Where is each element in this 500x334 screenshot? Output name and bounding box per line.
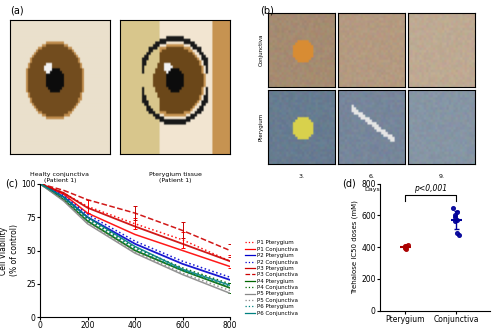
- Text: (c): (c): [5, 179, 18, 189]
- Point: [452, 213, 460, 218]
- Point: [452, 215, 460, 220]
- Text: (d): (d): [342, 179, 356, 189]
- Point: [401, 243, 409, 248]
- Text: Healty conjunctiva
(Patient 1): Healty conjunctiva (Patient 1): [30, 172, 90, 183]
- Text: (a): (a): [10, 5, 24, 15]
- Legend: P1 Pterygium, P1 Conjunctiva, P2 Pterygium, P2 Conjunctiva, P3 Pterygium, P3 Con: P1 Pterygium, P1 Conjunctiva, P2 Pterygi…: [243, 238, 300, 318]
- Point: [449, 205, 457, 210]
- Text: 3.: 3.: [298, 174, 304, 179]
- Y-axis label: Cell Viability
(% of control): Cell Viability (% of control): [0, 224, 18, 277]
- Text: Days: Days: [364, 187, 380, 192]
- Point: [404, 242, 412, 248]
- Point: [452, 209, 460, 215]
- Point: [402, 244, 410, 249]
- Text: 6.: 6.: [368, 174, 374, 179]
- Text: Conjunctiva: Conjunctiva: [258, 34, 264, 66]
- Point: [453, 217, 461, 222]
- Point: [401, 245, 409, 250]
- Point: [402, 246, 410, 252]
- Point: [454, 230, 462, 236]
- Point: [401, 245, 409, 250]
- Text: Pterygium tissue
(Patient 1): Pterygium tissue (Patient 1): [148, 172, 202, 183]
- Text: (b): (b): [260, 5, 274, 15]
- Text: 9.: 9.: [438, 174, 444, 179]
- Point: [455, 232, 463, 237]
- Text: p<0,001: p<0,001: [414, 184, 448, 193]
- Y-axis label: Trehalose IC50 doses (mM): Trehalose IC50 doses (mM): [352, 200, 358, 294]
- Point: [452, 218, 460, 224]
- Text: Pterygium: Pterygium: [258, 113, 264, 141]
